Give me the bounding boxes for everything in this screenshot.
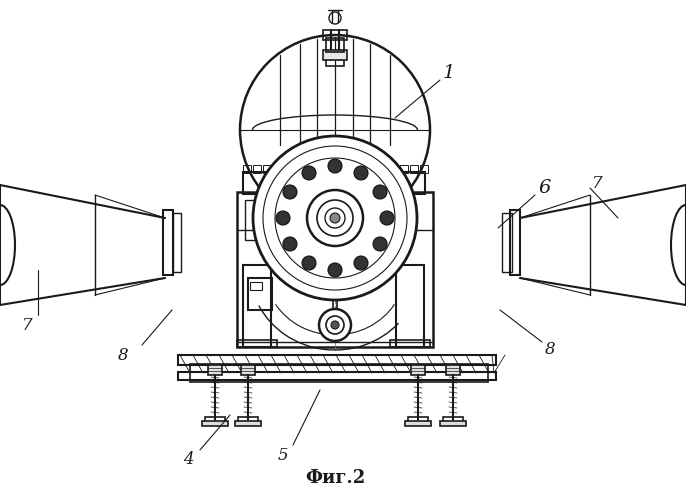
- Circle shape: [240, 35, 430, 225]
- Bar: [502, 213, 512, 272]
- Circle shape: [330, 213, 340, 223]
- Bar: [440, 421, 466, 426]
- Circle shape: [325, 208, 345, 228]
- Circle shape: [319, 309, 351, 341]
- Circle shape: [283, 237, 297, 251]
- Bar: [263, 165, 271, 173]
- Bar: [323, 30, 347, 40]
- Circle shape: [354, 166, 368, 180]
- Text: 7: 7: [592, 174, 602, 192]
- Bar: [190, 364, 488, 382]
- Circle shape: [328, 263, 342, 277]
- Bar: [237, 192, 433, 347]
- Bar: [340, 165, 348, 173]
- Bar: [411, 365, 425, 375]
- Circle shape: [302, 256, 316, 270]
- Bar: [283, 165, 291, 173]
- Bar: [443, 417, 463, 422]
- Bar: [326, 38, 344, 52]
- Circle shape: [253, 136, 417, 300]
- Bar: [510, 210, 520, 275]
- Bar: [350, 165, 358, 173]
- Circle shape: [331, 321, 339, 329]
- Text: 5: 5: [278, 446, 289, 464]
- Bar: [313, 165, 321, 173]
- Text: 1: 1: [443, 64, 456, 82]
- Bar: [243, 165, 251, 173]
- Circle shape: [373, 185, 387, 199]
- Circle shape: [380, 211, 394, 225]
- Bar: [370, 165, 378, 173]
- Circle shape: [283, 185, 297, 199]
- Bar: [326, 58, 344, 66]
- Bar: [163, 210, 173, 275]
- Bar: [293, 165, 301, 173]
- Bar: [323, 50, 347, 60]
- Bar: [208, 365, 222, 375]
- Bar: [390, 165, 398, 173]
- Bar: [205, 417, 225, 422]
- Bar: [248, 278, 272, 310]
- Bar: [323, 165, 331, 173]
- Bar: [237, 340, 277, 347]
- Text: 8: 8: [118, 346, 129, 364]
- Bar: [410, 165, 418, 173]
- Bar: [405, 421, 431, 426]
- Bar: [257, 220, 413, 238]
- Text: 8: 8: [545, 342, 556, 358]
- Bar: [253, 165, 261, 173]
- Text: 4: 4: [183, 452, 193, 468]
- Bar: [250, 282, 262, 290]
- Bar: [360, 165, 368, 173]
- Bar: [390, 340, 430, 347]
- Circle shape: [328, 159, 342, 173]
- Bar: [303, 165, 311, 173]
- Bar: [178, 355, 496, 365]
- Bar: [202, 421, 228, 426]
- Bar: [396, 265, 424, 347]
- Bar: [243, 172, 425, 194]
- Circle shape: [302, 166, 316, 180]
- Bar: [243, 265, 271, 347]
- Bar: [446, 365, 460, 375]
- Circle shape: [354, 256, 368, 270]
- Bar: [408, 417, 428, 422]
- Circle shape: [307, 190, 363, 246]
- Text: Фиг.2: Фиг.2: [305, 469, 365, 487]
- Bar: [241, 365, 255, 375]
- Text: 7: 7: [22, 318, 33, 334]
- Bar: [245, 200, 275, 240]
- Circle shape: [276, 211, 290, 225]
- Bar: [380, 165, 388, 173]
- Text: 6: 6: [538, 179, 550, 197]
- Bar: [238, 417, 258, 422]
- Bar: [235, 421, 261, 426]
- Bar: [420, 165, 428, 173]
- Bar: [178, 372, 496, 380]
- Bar: [273, 165, 281, 173]
- Bar: [400, 165, 408, 173]
- Bar: [173, 213, 181, 272]
- Circle shape: [373, 237, 387, 251]
